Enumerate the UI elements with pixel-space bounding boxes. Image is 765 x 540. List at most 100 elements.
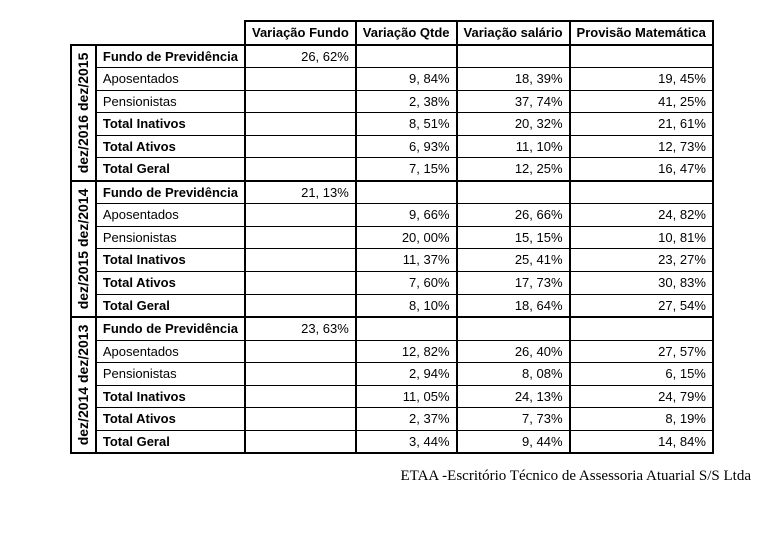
value-cell: 9, 44% bbox=[457, 430, 570, 453]
value-cell: 15, 15% bbox=[457, 226, 570, 249]
value-cell: 11, 37% bbox=[356, 249, 457, 272]
value-cell: 26, 40% bbox=[457, 340, 570, 363]
table-row: Pensionistas 2, 94%8, 08%6, 15% bbox=[71, 363, 713, 386]
value-cell: 27, 54% bbox=[570, 294, 713, 317]
value-cell: 21, 61% bbox=[570, 113, 713, 136]
value-cell: 23, 27% bbox=[570, 249, 713, 272]
table-row: Total Geral 7, 15%12, 25%16, 47% bbox=[71, 158, 713, 181]
value-cell bbox=[245, 68, 356, 91]
table-row: Total Geral3, 44%9, 44%14, 84% bbox=[71, 430, 713, 453]
row-label: Total Inativos bbox=[96, 385, 245, 408]
table-row: Aposentados 12, 82%26, 40%27, 57% bbox=[71, 340, 713, 363]
value-cell: 6, 93% bbox=[356, 135, 457, 158]
value-cell bbox=[356, 317, 457, 340]
value-cell: 14, 84% bbox=[570, 430, 713, 453]
value-cell: 8, 08% bbox=[457, 363, 570, 386]
table-row: Total Ativos7, 60%17, 73%30, 83% bbox=[71, 272, 713, 295]
value-cell bbox=[245, 113, 356, 136]
value-cell: 26, 62% bbox=[245, 45, 356, 68]
value-cell: 41, 25% bbox=[570, 90, 713, 113]
value-cell: 8, 10% bbox=[356, 294, 457, 317]
value-cell: 7, 15% bbox=[356, 158, 457, 181]
value-cell: 3, 44% bbox=[356, 430, 457, 453]
value-cell: 18, 39% bbox=[457, 68, 570, 91]
value-cell bbox=[457, 317, 570, 340]
value-cell bbox=[356, 181, 457, 204]
table-row: Total Ativos2, 37%7, 73%8, 19% bbox=[71, 408, 713, 431]
table-row: Total Inativos11, 37%25, 41%23, 27% bbox=[71, 249, 713, 272]
value-cell bbox=[570, 45, 713, 68]
row-label: Total Geral bbox=[96, 158, 245, 181]
value-cell bbox=[245, 135, 356, 158]
value-cell: 18, 64% bbox=[457, 294, 570, 317]
value-cell bbox=[245, 430, 356, 453]
value-cell: 12, 82% bbox=[356, 340, 457, 363]
table-row: dez/2016 dez/2015Fundo de Previdência26,… bbox=[71, 45, 713, 68]
value-cell bbox=[245, 226, 356, 249]
value-cell bbox=[570, 181, 713, 204]
table-row: Total Ativos6, 93%11, 10%12, 73% bbox=[71, 135, 713, 158]
value-cell: 8, 51% bbox=[356, 113, 457, 136]
table-row: Aposentados 9, 84%18, 39%19, 45% bbox=[71, 68, 713, 91]
row-label: Pensionistas bbox=[96, 90, 245, 113]
value-cell: 27, 57% bbox=[570, 340, 713, 363]
value-cell bbox=[245, 204, 356, 227]
value-cell bbox=[245, 272, 356, 295]
table-row: Aposentados9, 66%26, 66%24, 82% bbox=[71, 204, 713, 227]
table-row: Pensionistas 2, 38%37, 74%41, 25% bbox=[71, 90, 713, 113]
row-label: Total Geral bbox=[96, 294, 245, 317]
value-cell: 19, 45% bbox=[570, 68, 713, 91]
value-cell: 12, 73% bbox=[570, 135, 713, 158]
value-cell: 7, 60% bbox=[356, 272, 457, 295]
value-cell: 37, 74% bbox=[457, 90, 570, 113]
footer-text: ETAA -Escritório Técnico de Assessoria A… bbox=[10, 468, 751, 485]
table-wrapper: Variação Fundo Variação Qtde Variação sa… bbox=[70, 20, 755, 454]
value-cell: 7, 73% bbox=[457, 408, 570, 431]
value-cell: 23, 63% bbox=[245, 317, 356, 340]
header-empty bbox=[71, 21, 245, 45]
value-cell: 2, 38% bbox=[356, 90, 457, 113]
value-cell bbox=[245, 363, 356, 386]
value-cell: 10, 81% bbox=[570, 226, 713, 249]
row-label: Total Ativos bbox=[96, 272, 245, 295]
value-cell: 8, 19% bbox=[570, 408, 713, 431]
row-label: Pensionistas bbox=[96, 226, 245, 249]
value-cell: 20, 32% bbox=[457, 113, 570, 136]
value-cell: 21, 13% bbox=[245, 181, 356, 204]
value-cell bbox=[245, 408, 356, 431]
row-label: Aposentados bbox=[96, 204, 245, 227]
value-cell: 17, 73% bbox=[457, 272, 570, 295]
value-cell bbox=[245, 294, 356, 317]
value-cell bbox=[245, 249, 356, 272]
value-cell: 24, 79% bbox=[570, 385, 713, 408]
row-label: Fundo de Previdência bbox=[96, 45, 245, 68]
value-cell: 9, 84% bbox=[356, 68, 457, 91]
value-cell: 6, 15% bbox=[570, 363, 713, 386]
row-label: Aposentados bbox=[96, 68, 245, 91]
row-label: Fundo de Previdência bbox=[96, 181, 245, 204]
value-cell: 16, 47% bbox=[570, 158, 713, 181]
row-label: Total Inativos bbox=[96, 113, 245, 136]
table-row: Total Geral 8, 10%18, 64%27, 54% bbox=[71, 294, 713, 317]
value-cell: 9, 66% bbox=[356, 204, 457, 227]
table-row: Total Inativos 8, 51%20, 32%21, 61% bbox=[71, 113, 713, 136]
row-label: Fundo de Previdência bbox=[96, 317, 245, 340]
row-label: Total Ativos bbox=[96, 135, 245, 158]
value-cell: 20, 00% bbox=[356, 226, 457, 249]
value-cell bbox=[356, 45, 457, 68]
value-cell: 2, 94% bbox=[356, 363, 457, 386]
value-cell: 24, 13% bbox=[457, 385, 570, 408]
value-cell bbox=[570, 317, 713, 340]
row-label: Pensionistas bbox=[96, 363, 245, 386]
value-cell: 12, 25% bbox=[457, 158, 570, 181]
table-row: dez/2014 dez/2013Fundo de Previdência23,… bbox=[71, 317, 713, 340]
row-label: Aposentados bbox=[96, 340, 245, 363]
table-row: dez/2015 dez/2014Fundo de Previdência21,… bbox=[71, 181, 713, 204]
value-cell: 26, 66% bbox=[457, 204, 570, 227]
header-row: Variação Fundo Variação Qtde Variação sa… bbox=[71, 21, 713, 45]
value-cell bbox=[245, 90, 356, 113]
table-body: dez/2016 dez/2015Fundo de Previdência26,… bbox=[71, 45, 713, 454]
value-cell: 25, 41% bbox=[457, 249, 570, 272]
table-row: Total Inativos11, 05%24, 13%24, 79% bbox=[71, 385, 713, 408]
header-var-fundo: Variação Fundo bbox=[245, 21, 356, 45]
